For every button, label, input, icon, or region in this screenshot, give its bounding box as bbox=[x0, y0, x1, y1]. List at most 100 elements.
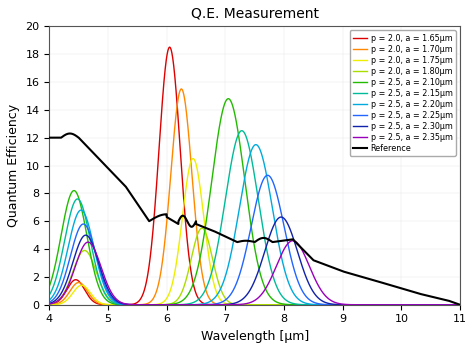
Title: Q.E. Measurement: Q.E. Measurement bbox=[191, 7, 319, 21]
p = 2.0, a = 1.80μm bbox=[46, 302, 52, 306]
p = 2.5, a = 2.25μm bbox=[46, 300, 52, 304]
p = 2.5, a = 2.10μm bbox=[405, 303, 411, 307]
Line: p = 2.5, a = 2.25μm: p = 2.5, a = 2.25μm bbox=[49, 175, 460, 305]
p = 2.0, a = 1.75μm bbox=[93, 298, 99, 302]
p = 2.0, a = 1.75μm bbox=[190, 156, 196, 161]
p = 2.5, a = 2.15μm bbox=[93, 266, 99, 270]
p = 2.5, a = 2.30μm bbox=[449, 303, 455, 307]
p = 2.0, a = 1.80μm bbox=[449, 303, 455, 307]
p = 2.5, a = 2.35μm bbox=[449, 303, 455, 307]
Y-axis label: Quantum Efficiency: Quantum Efficiency bbox=[7, 104, 20, 227]
p = 2.5, a = 2.30μm bbox=[405, 303, 411, 307]
p = 2.5, a = 2.20μm bbox=[46, 298, 52, 302]
p = 2.5, a = 2.35μm bbox=[222, 303, 228, 307]
p = 2.5, a = 2.15μm bbox=[222, 202, 228, 206]
Reference bbox=[457, 303, 463, 307]
Reference bbox=[405, 288, 411, 293]
Reference bbox=[67, 131, 73, 135]
p = 2.0, a = 1.70μm bbox=[405, 303, 411, 307]
p = 2.5, a = 2.25μm bbox=[204, 302, 210, 307]
p = 2.5, a = 2.25μm bbox=[457, 303, 463, 307]
p = 2.5, a = 2.10μm bbox=[457, 303, 463, 307]
p = 2.0, a = 1.80μm bbox=[405, 303, 411, 307]
p = 2.5, a = 2.20μm bbox=[93, 255, 99, 259]
p = 2.0, a = 1.65μm bbox=[457, 303, 463, 307]
p = 2.0, a = 1.70μm bbox=[179, 87, 184, 91]
p = 2.5, a = 2.35μm bbox=[93, 251, 99, 256]
p = 2.0, a = 1.70μm bbox=[204, 291, 210, 295]
p = 2.0, a = 1.80μm bbox=[93, 270, 99, 274]
p = 2.5, a = 2.35μm bbox=[457, 303, 463, 307]
Reference bbox=[118, 179, 124, 183]
p = 2.5, a = 2.15μm bbox=[118, 302, 123, 307]
p = 2.5, a = 2.30μm bbox=[204, 303, 210, 307]
p = 2.0, a = 1.75μm bbox=[457, 303, 463, 307]
p = 2.5, a = 2.20μm bbox=[118, 302, 123, 306]
p = 2.5, a = 2.10μm bbox=[226, 97, 231, 101]
Line: Reference: Reference bbox=[49, 133, 460, 305]
p = 2.0, a = 1.70μm bbox=[457, 303, 463, 307]
Line: p = 2.5, a = 2.35μm: p = 2.5, a = 2.35μm bbox=[49, 241, 460, 305]
p = 2.0, a = 1.70μm bbox=[449, 303, 455, 307]
p = 2.5, a = 2.20μm bbox=[457, 303, 463, 307]
p = 2.5, a = 2.30μm bbox=[278, 215, 284, 219]
Line: p = 2.5, a = 2.20μm: p = 2.5, a = 2.20μm bbox=[49, 145, 460, 305]
Line: p = 2.5, a = 2.30μm: p = 2.5, a = 2.30μm bbox=[49, 217, 460, 305]
Reference bbox=[449, 300, 455, 304]
p = 2.0, a = 1.80μm bbox=[118, 302, 123, 306]
p = 2.0, a = 1.80μm bbox=[222, 295, 228, 300]
p = 2.0, a = 1.65μm bbox=[449, 303, 455, 307]
Legend: p = 2.0, a = 1.65μm, p = 2.0, a = 1.70μm, p = 2.0, a = 1.75μm, p = 2.0, a = 1.80: p = 2.0, a = 1.65μm, p = 2.0, a = 1.70μm… bbox=[350, 30, 456, 156]
p = 2.5, a = 2.25μm bbox=[449, 303, 455, 307]
p = 2.5, a = 2.10μm bbox=[204, 215, 210, 219]
Line: p = 2.5, a = 2.10μm: p = 2.5, a = 2.10μm bbox=[49, 99, 460, 305]
Line: p = 2.0, a = 1.65μm: p = 2.0, a = 1.65μm bbox=[49, 47, 460, 305]
p = 2.0, a = 1.65μm bbox=[204, 302, 210, 306]
p = 2.5, a = 2.10μm bbox=[118, 302, 123, 307]
Line: p = 2.0, a = 1.70μm: p = 2.0, a = 1.70μm bbox=[49, 89, 460, 305]
p = 2.0, a = 1.75μm bbox=[222, 301, 228, 305]
p = 2.5, a = 2.35μm bbox=[204, 303, 210, 307]
p = 2.0, a = 1.65μm bbox=[93, 301, 99, 305]
X-axis label: Wavelength [μm]: Wavelength [μm] bbox=[201, 330, 309, 343]
p = 2.5, a = 2.30μm bbox=[222, 302, 228, 307]
p = 2.0, a = 1.65μm bbox=[118, 303, 123, 307]
p = 2.5, a = 2.30μm bbox=[118, 301, 123, 305]
p = 2.5, a = 2.25μm bbox=[265, 173, 271, 177]
p = 2.5, a = 2.20μm bbox=[449, 303, 455, 307]
p = 2.0, a = 1.65μm bbox=[167, 45, 173, 49]
p = 2.5, a = 2.20μm bbox=[405, 303, 411, 307]
p = 2.5, a = 2.25μm bbox=[118, 301, 123, 306]
Line: p = 2.0, a = 1.80μm: p = 2.0, a = 1.80μm bbox=[49, 228, 460, 305]
p = 2.0, a = 1.75μm bbox=[118, 303, 123, 307]
p = 2.5, a = 2.10μm bbox=[449, 303, 455, 307]
p = 2.0, a = 1.80μm bbox=[199, 226, 205, 230]
Reference bbox=[204, 226, 210, 230]
p = 2.0, a = 1.70μm bbox=[93, 300, 99, 304]
Reference bbox=[93, 154, 99, 158]
p = 2.0, a = 1.65μm bbox=[405, 303, 411, 307]
Line: p = 2.0, a = 1.75μm: p = 2.0, a = 1.75μm bbox=[49, 159, 460, 305]
p = 2.5, a = 2.15μm bbox=[204, 285, 210, 289]
p = 2.5, a = 2.10μm bbox=[46, 284, 52, 288]
p = 2.5, a = 2.15μm bbox=[405, 303, 411, 307]
p = 2.5, a = 2.15μm bbox=[46, 293, 52, 297]
p = 2.5, a = 2.25μm bbox=[222, 299, 228, 303]
p = 2.5, a = 2.25μm bbox=[93, 253, 99, 258]
p = 2.0, a = 1.70μm bbox=[118, 303, 123, 307]
Line: p = 2.5, a = 2.15μm: p = 2.5, a = 2.15μm bbox=[49, 131, 460, 305]
p = 2.5, a = 2.15μm bbox=[239, 128, 245, 133]
p = 2.5, a = 2.10μm bbox=[222, 102, 228, 106]
p = 2.0, a = 1.75μm bbox=[449, 303, 455, 307]
p = 2.5, a = 2.20μm bbox=[222, 276, 228, 281]
p = 2.5, a = 2.35μm bbox=[118, 300, 123, 304]
Reference bbox=[222, 234, 228, 238]
p = 2.5, a = 2.35μm bbox=[290, 239, 296, 243]
p = 2.5, a = 2.25μm bbox=[405, 303, 411, 307]
p = 2.0, a = 1.65μm bbox=[46, 302, 52, 307]
p = 2.0, a = 1.75μm bbox=[405, 303, 411, 307]
p = 2.5, a = 2.20μm bbox=[253, 142, 259, 147]
p = 2.0, a = 1.70μm bbox=[46, 303, 52, 307]
p = 2.0, a = 1.75μm bbox=[46, 303, 52, 307]
p = 2.0, a = 1.80μm bbox=[457, 303, 463, 307]
